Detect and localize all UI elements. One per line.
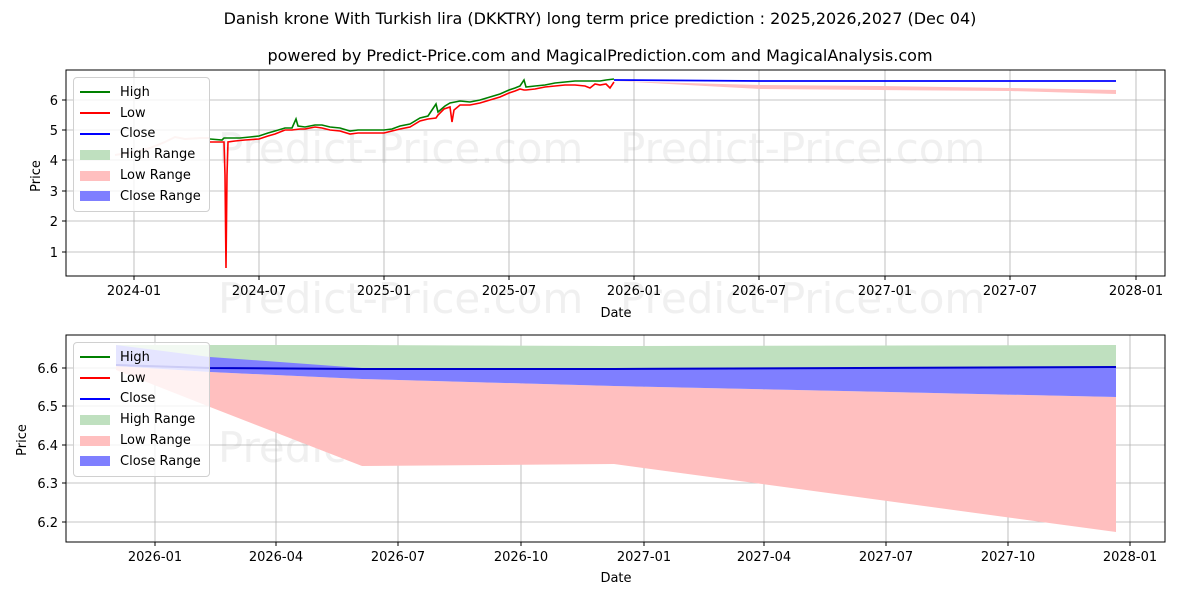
svg-text:6.2: 6.2 <box>37 516 58 531</box>
legend-item-high: High <box>80 82 201 103</box>
svg-text:2028-01: 2028-01 <box>1109 284 1163 299</box>
low-range-area <box>614 81 1116 94</box>
legend-swatch-high <box>80 91 110 94</box>
bottom-y-tick-labels: 6.6 6.5 6.4 6.3 6.2 <box>37 362 58 531</box>
svg-text:4: 4 <box>50 154 58 169</box>
svg-text:2027-07: 2027-07 <box>859 550 913 565</box>
svg-text:1: 1 <box>50 246 58 261</box>
top-grid <box>66 70 1165 276</box>
svg-text:2027-07: 2027-07 <box>983 284 1037 299</box>
bottom-x-axis-label: Date <box>600 571 631 586</box>
watermark: Predict-Price.com <box>620 274 985 323</box>
svg-text:2026-01: 2026-01 <box>607 284 661 299</box>
svg-text:2025-07: 2025-07 <box>482 284 536 299</box>
svg-text:2028-01: 2028-01 <box>1103 550 1157 565</box>
legend-swatch-high <box>80 356 110 359</box>
svg-text:2027-10: 2027-10 <box>981 550 1035 565</box>
legend-item-high-range: High Range <box>80 144 201 165</box>
legend-swatch-high-range <box>80 414 110 425</box>
svg-text:2026-04: 2026-04 <box>249 550 303 565</box>
svg-text:6.6: 6.6 <box>37 362 58 377</box>
svg-text:2027-04: 2027-04 <box>737 550 791 565</box>
bottom-chart: Predict-Price.com Predict-Price.com <box>15 334 1166 586</box>
bottom-axes-frame <box>65 334 1166 543</box>
top-axes-frame <box>65 69 1166 277</box>
legend-swatch-high-range <box>80 149 110 160</box>
svg-text:6.5: 6.5 <box>37 400 58 415</box>
svg-text:5: 5 <box>50 124 58 139</box>
legend-item-close: Close <box>80 124 201 145</box>
low-line <box>210 81 615 269</box>
watermark: Predict-Price.com <box>620 124 985 173</box>
legend-item-close: Close <box>80 389 201 410</box>
svg-text:2026-01: 2026-01 <box>128 550 182 565</box>
svg-text:6.3: 6.3 <box>37 477 58 492</box>
svg-text:3: 3 <box>50 185 58 200</box>
legend-swatch-close <box>80 132 110 135</box>
top-chart: Predict-Price.com Predict-Price.com Pred… <box>29 69 1166 323</box>
legend-swatch-close <box>80 397 110 400</box>
bottom-y-axis-label: Price <box>15 424 30 456</box>
legend-swatch-close-range <box>80 191 110 202</box>
svg-text:2025-01: 2025-01 <box>357 284 411 299</box>
svg-text:2027-01: 2027-01 <box>858 284 912 299</box>
svg-text:6: 6 <box>50 94 58 109</box>
legend-item-low-range: Low Range <box>80 165 201 186</box>
legend-swatch-low <box>80 112 110 115</box>
top-y-axis-label: Price <box>29 160 44 192</box>
legend-swatch-low-range <box>80 435 110 446</box>
svg-text:6.4: 6.4 <box>37 439 58 454</box>
legend-swatch-low <box>80 377 110 380</box>
top-x-axis-label: Date <box>600 306 631 321</box>
top-legend: High Low Close High Range Low Range Clos… <box>73 77 210 212</box>
legend-item-low: Low <box>80 103 201 124</box>
legend-item-high: High <box>80 347 201 368</box>
svg-text:2026-10: 2026-10 <box>494 550 548 565</box>
svg-text:2024-01: 2024-01 <box>107 284 161 299</box>
chart-subtitle: powered by Predict-Price.com and Magical… <box>267 46 933 65</box>
svg-text:2027-01: 2027-01 <box>617 550 671 565</box>
svg-text:2: 2 <box>50 215 58 230</box>
low-range-area <box>116 366 1116 532</box>
legend-swatch-close-range <box>80 456 110 467</box>
close-line <box>613 79 1116 82</box>
svg-text:2024-07: 2024-07 <box>232 284 286 299</box>
legend-item-low: Low <box>80 368 201 389</box>
legend-swatch-low-range <box>80 170 110 181</box>
legend-item-low-range: Low Range <box>80 430 201 451</box>
legend-item-close-range: Close Range <box>80 451 201 472</box>
chart-title: Danish krone With Turkish lira (DKKTRY) … <box>223 9 977 28</box>
svg-text:2026-07: 2026-07 <box>371 550 425 565</box>
top-x-tick-labels: 2024-01 2024-07 2025-01 2025-07 2026-01 … <box>107 284 1163 299</box>
legend-item-high-range: High Range <box>80 409 201 430</box>
legend-item-close-range: Close Range <box>80 186 201 207</box>
high-line <box>209 78 615 141</box>
high-range-area <box>116 345 1116 368</box>
top-y-tick-labels: 6 5 4 3 2 1 <box>50 94 58 261</box>
close-range-area <box>116 345 1116 397</box>
bottom-legend: High Low Close High Range Low Range Clos… <box>73 342 210 477</box>
bottom-x-tick-labels: 2026-01 2026-04 2026-07 2026-10 2027-01 … <box>128 550 1157 565</box>
svg-text:2026-07: 2026-07 <box>732 284 786 299</box>
watermark: Predict-Price.com <box>218 274 583 323</box>
